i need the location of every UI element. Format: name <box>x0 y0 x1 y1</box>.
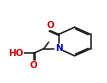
Text: O: O <box>29 61 37 70</box>
Text: HO: HO <box>8 49 23 58</box>
Text: O: O <box>46 21 54 30</box>
Text: N: N <box>55 44 62 53</box>
